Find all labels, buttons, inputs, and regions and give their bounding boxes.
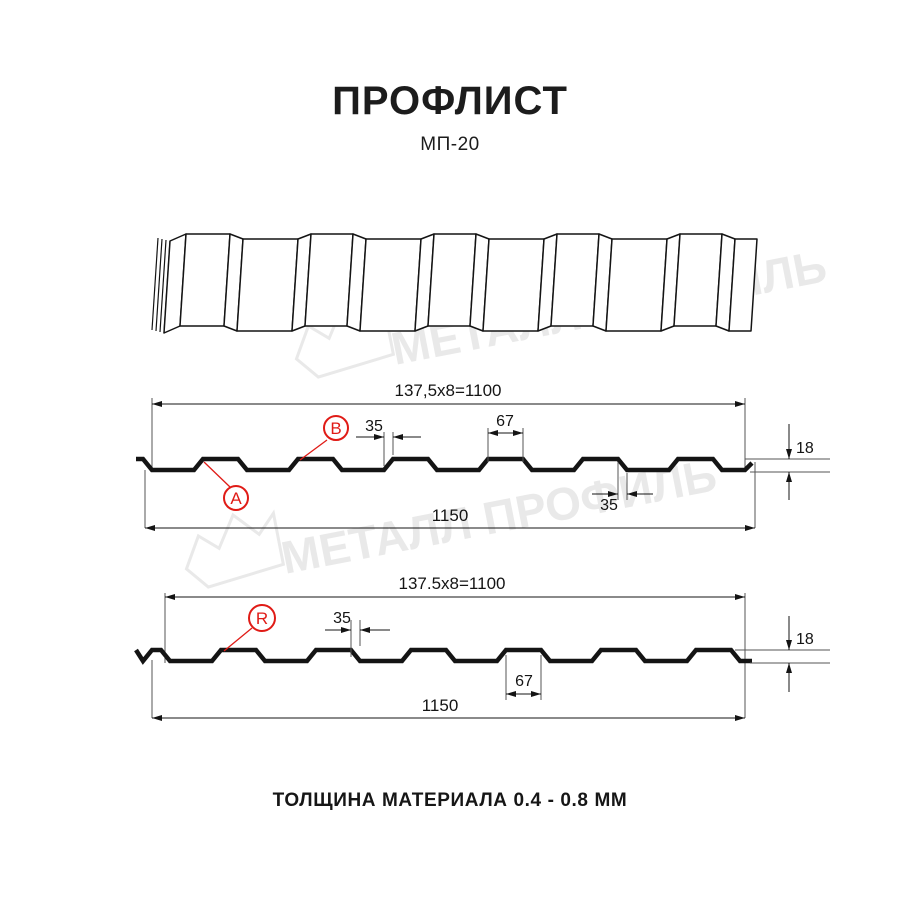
section-a-dim-67: 67 — [487, 413, 524, 462]
section-r-view: 137.5x8=1100 35 — [134, 574, 830, 721]
section-a-dim-35-bottom: 35 — [592, 462, 653, 514]
iso-valley-end — [728, 238, 758, 332]
iso-valley — [359, 238, 422, 332]
section-r-dim-67-label: 67 — [515, 673, 533, 690]
section-a-dim-18: 18 — [745, 424, 830, 500]
section-a-dim-67-label: 67 — [496, 413, 514, 430]
iso-rib-top — [179, 233, 231, 327]
iso-rib-top — [673, 233, 723, 327]
section-r-dim-67: 67 — [505, 655, 542, 700]
iso-valley — [482, 238, 545, 332]
marker-b-label: B — [330, 419, 341, 438]
marker-a-label: A — [230, 489, 242, 508]
section-r-dim-18: 18 — [735, 616, 830, 692]
iso-rib-top — [550, 233, 600, 327]
marker-b: B — [299, 415, 349, 461]
title-block: ПРОФЛИСТ МП-20 — [0, 78, 900, 156]
page-subtitle: МП-20 — [420, 134, 480, 155]
section-a-bottom-dimension-label: 1150 — [432, 506, 469, 525]
section-r-top-dimension-label: 137.5x8=1100 — [399, 574, 506, 593]
section-a-dim-35-bottom-label: 35 — [600, 497, 618, 514]
section-r-bottom-dimension: 1150 — [152, 696, 745, 721]
section-a-profile — [136, 456, 754, 473]
section-a-dim-35-top-label: 35 — [365, 418, 383, 435]
page-title: ПРОФЛИСТ — [332, 79, 568, 123]
iso-rib-top — [304, 233, 354, 327]
metal-profile-logo-icon-2 — [184, 509, 286, 589]
marker-r: R — [223, 604, 276, 652]
section-r-dim-18-label: 18 — [796, 631, 814, 648]
section-r-bottom-dimension-label: 1150 — [422, 696, 459, 715]
material-thickness-note: ТОЛЩИНА МАТЕРИАЛА 0.4 - 0.8 ММ — [272, 790, 628, 811]
section-r-profile — [134, 647, 752, 665]
section-a-dim-35-top: 35 — [356, 418, 421, 466]
section-a-extension-lines — [144, 398, 756, 528]
section-a-top-dimension-label: 137,5x8=1100 — [395, 381, 502, 400]
section-r-dim-35-label: 35 — [333, 610, 351, 627]
marker-r-label: R — [256, 609, 268, 628]
section-a-bottom-dimension: 1150 — [145, 506, 755, 531]
iso-valley — [605, 238, 668, 332]
section-a-top-dimension: 137,5x8=1100 — [152, 381, 745, 407]
section-r-top-dimension: 137.5x8=1100 — [165, 574, 745, 600]
marker-a: A — [203, 461, 249, 511]
iso-rib-top — [427, 233, 477, 327]
section-a-view: 137,5x8=1100 35 — [136, 381, 830, 531]
isometric-view — [151, 233, 758, 334]
section-r-dim-35: 35 — [325, 610, 390, 657]
section-r-extension-lines — [151, 593, 746, 718]
section-a-dim-18-label: 18 — [796, 440, 814, 457]
iso-valley — [236, 238, 299, 332]
